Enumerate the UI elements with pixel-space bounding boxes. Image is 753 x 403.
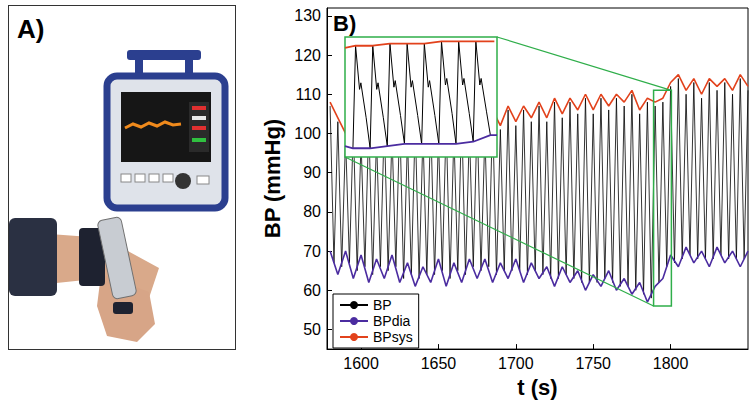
svg-text:60: 60: [303, 282, 321, 299]
svg-text:B): B): [333, 11, 356, 36]
svg-text:BPsys: BPsys: [373, 329, 413, 345]
svg-text:70: 70: [303, 243, 321, 260]
svg-text:BPdia: BPdia: [373, 313, 411, 329]
svg-text:90: 90: [303, 164, 321, 181]
svg-text:1750: 1750: [575, 355, 611, 372]
svg-text:110: 110: [295, 86, 321, 103]
svg-text:80: 80: [303, 203, 321, 220]
svg-text:BP: BP: [373, 297, 392, 313]
svg-text:120: 120: [294, 47, 321, 64]
svg-text:t (s): t (s): [517, 375, 557, 400]
svg-text:1700: 1700: [498, 355, 534, 372]
svg-text:BP (mmHg): BP (mmHg): [260, 119, 285, 238]
svg-text:100: 100: [294, 125, 321, 142]
svg-text:130: 130: [294, 7, 321, 24]
svg-text:50: 50: [303, 321, 321, 338]
svg-text:1650: 1650: [421, 355, 457, 372]
svg-text:1800: 1800: [653, 355, 689, 372]
svg-text:A): A): [17, 14, 44, 44]
svg-text:1600: 1600: [343, 355, 379, 372]
